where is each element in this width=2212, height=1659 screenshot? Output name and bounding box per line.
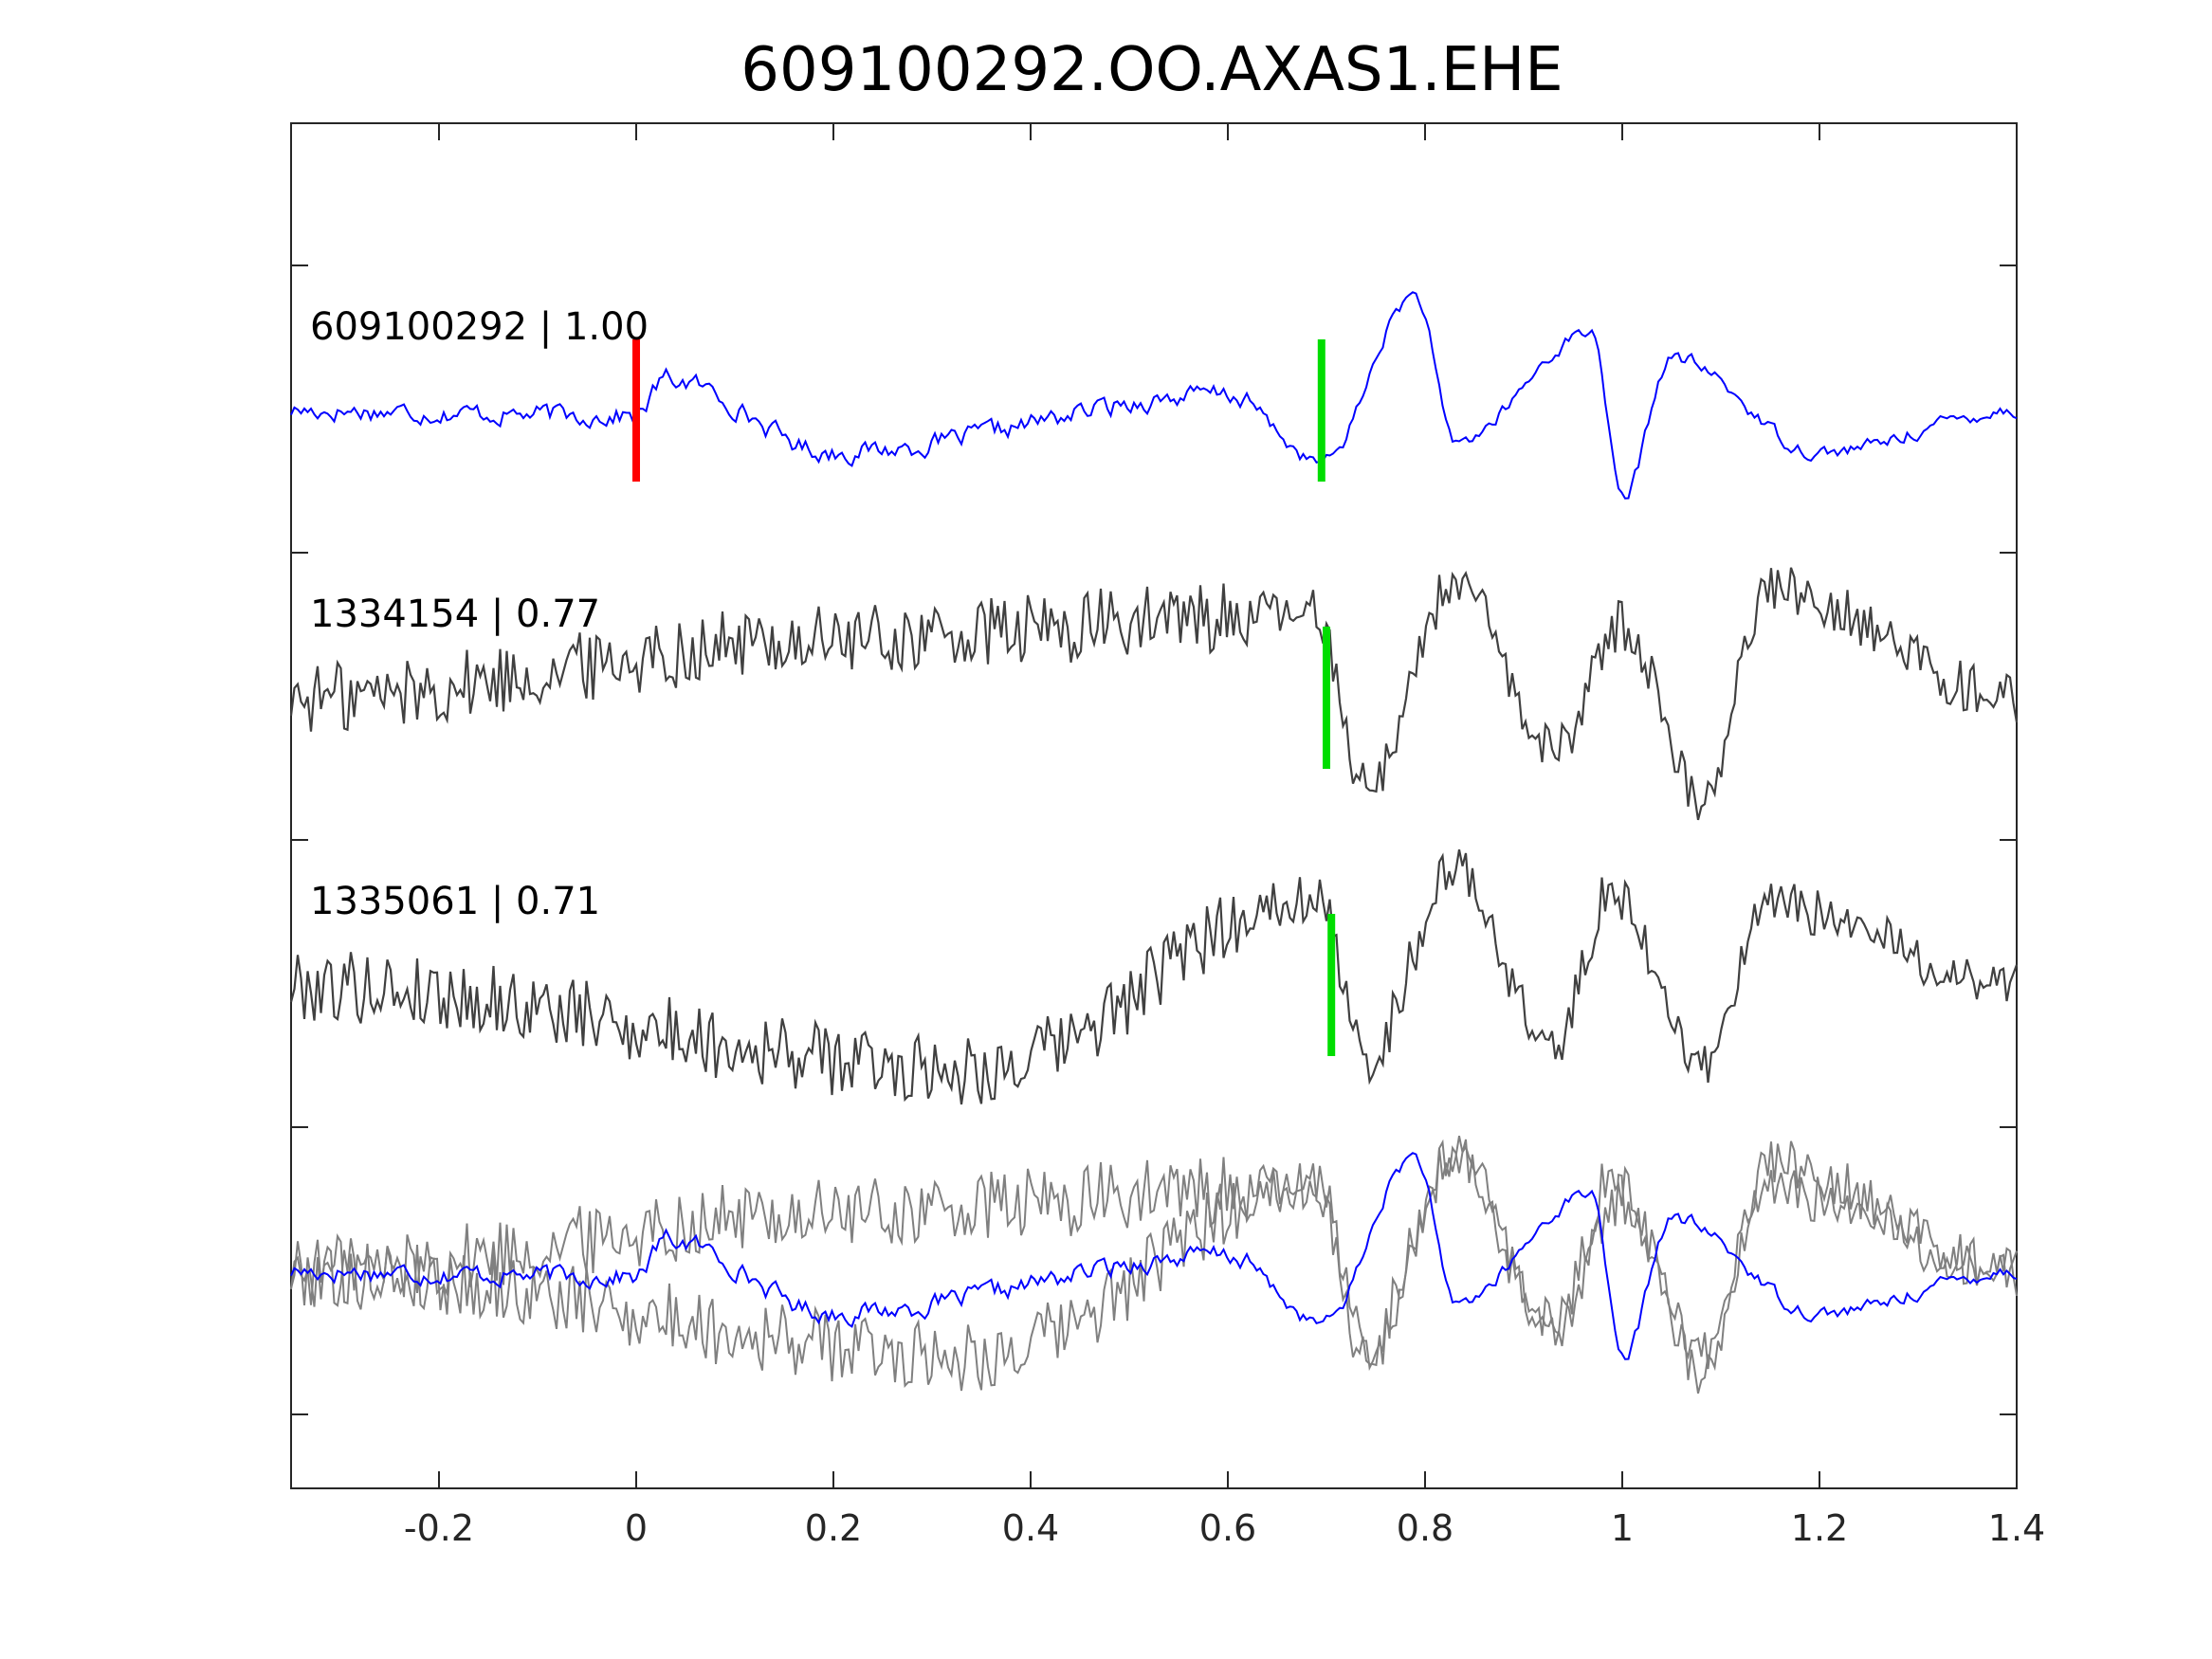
plot-box — [290, 122, 2018, 1489]
chart-title: 609100292.OO.AXAS1.EHE — [740, 35, 1563, 105]
trace-label-1334154: 1334154 | 0.77 — [310, 592, 600, 636]
x-tick-label: 0.4 — [1002, 1507, 1059, 1549]
trace-label-609100292: 609100292 | 1.00 — [310, 305, 649, 349]
trace-609100292 — [290, 291, 2018, 500]
traces-group — [289, 291, 2019, 1395]
x-tick-label: 1.2 — [1791, 1507, 1848, 1549]
trace-labels: 609100292 | 1.00 1334154 | 0.77 1335061 | … — [310, 305, 649, 923]
overlay-trace-2 — [290, 1136, 2018, 1392]
x-tick-label: 0.2 — [805, 1507, 862, 1549]
x-tick-label: 1 — [1611, 1507, 1634, 1549]
trace-1335061 — [289, 848, 2019, 1105]
phase-markers — [632, 339, 1336, 1056]
axes-frame — [290, 122, 2018, 1489]
x-tick-label: 0.8 — [1397, 1507, 1453, 1549]
x-tick-label: -0.2 — [404, 1507, 474, 1549]
overlay-trace-0 — [290, 1152, 2018, 1360]
x-axis-ticks: -0.2 0 0.2 0.4 0.6 0.8 1 1.2 1.4 — [404, 123, 2045, 1549]
trace-label-1335061: 1335061 | 0.71 — [310, 880, 600, 923]
overlay-trace-1 — [290, 1140, 2018, 1395]
x-tick-label: 0.6 — [1199, 1507, 1256, 1549]
trace-1334154 — [289, 567, 2019, 821]
x-tick-label: 1.4 — [1988, 1507, 2045, 1549]
x-tick-label: 0 — [625, 1507, 648, 1549]
